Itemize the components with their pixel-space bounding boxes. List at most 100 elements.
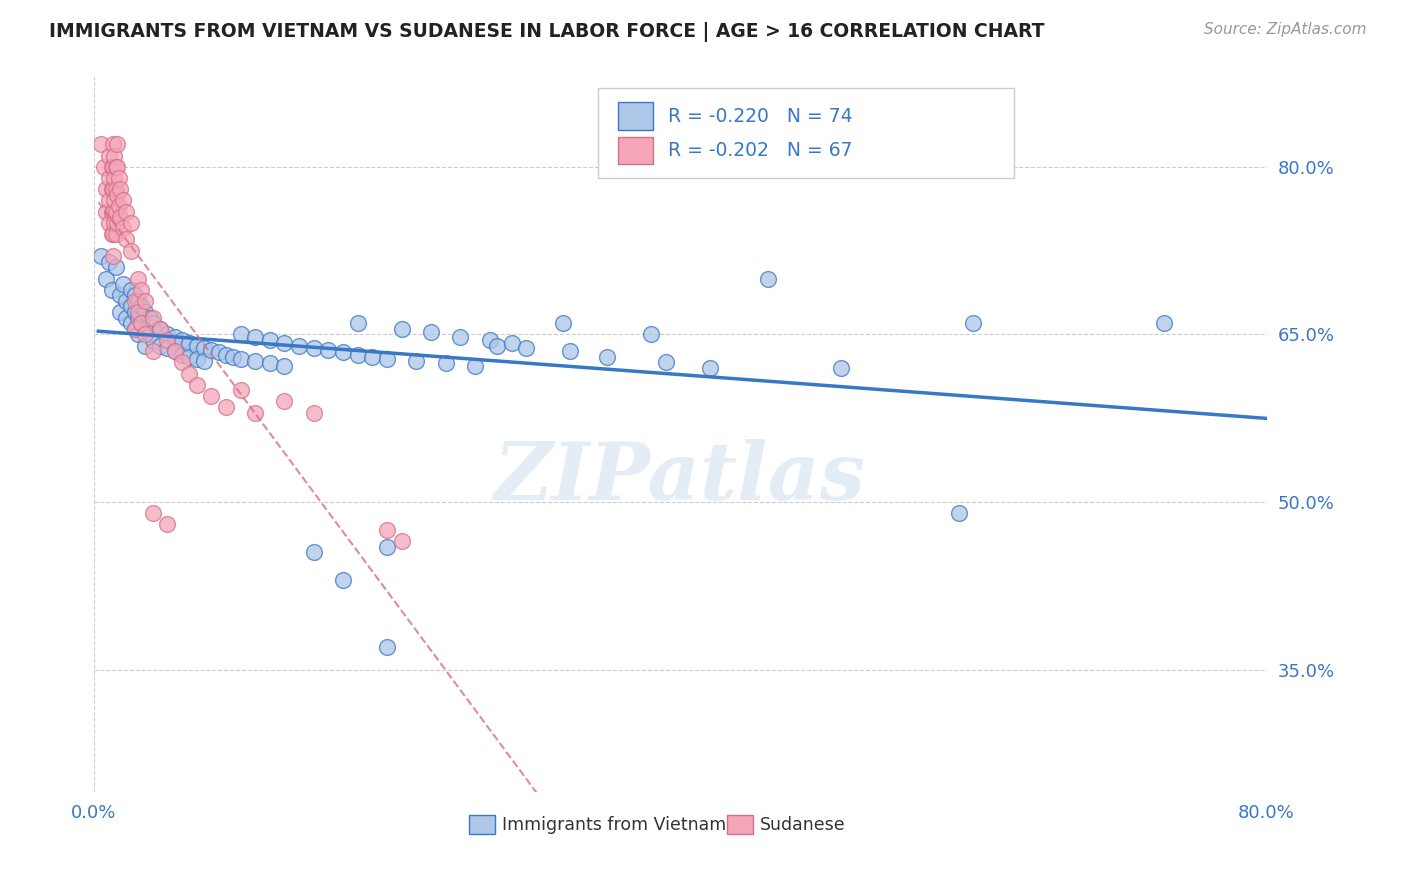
Point [229, 327, 252, 342]
Point [120, 216, 142, 230]
Point [962, 316, 984, 330]
Point [94, 204, 117, 219]
Bar [470, 815, 495, 834]
Point [97, 194, 120, 208]
Point [105, 137, 128, 152]
Point [93, 160, 115, 174]
Point [97, 171, 120, 186]
Point [101, 182, 124, 196]
Point [434, 356, 457, 370]
Point [375, 523, 398, 537]
Point [103, 148, 125, 162]
Point [142, 333, 165, 347]
Point [149, 338, 172, 352]
Point [186, 377, 208, 392]
Text: Source: ZipAtlas.com: Source: ZipAtlas.com [1204, 22, 1367, 37]
Point [273, 359, 295, 373]
Point [485, 338, 508, 352]
Point [361, 350, 384, 364]
Point [110, 210, 132, 224]
Point [654, 355, 676, 369]
Point [346, 347, 368, 361]
Point [94, 271, 117, 285]
Point [104, 182, 127, 196]
Point [156, 341, 179, 355]
Point [273, 336, 295, 351]
Point [405, 354, 427, 368]
Point [127, 305, 149, 319]
Point [110, 288, 132, 302]
Point [259, 333, 281, 347]
Text: Immigrants from Vietnam: Immigrants from Vietnam [502, 815, 727, 834]
Point [104, 204, 127, 219]
Point [375, 351, 398, 366]
Point [124, 322, 146, 336]
Point [127, 271, 149, 285]
Point [101, 227, 124, 241]
Point [149, 322, 172, 336]
Point [229, 351, 252, 366]
Point [215, 400, 238, 414]
Bar [619, 136, 654, 164]
Point [97, 216, 120, 230]
Point [259, 356, 281, 370]
Point [391, 322, 413, 336]
Point [105, 216, 128, 230]
Point [501, 336, 523, 351]
Point [273, 394, 295, 409]
Point [142, 506, 165, 520]
Point [108, 171, 131, 186]
Point [207, 345, 229, 359]
Point [105, 160, 128, 174]
Point [124, 322, 146, 336]
Point [478, 333, 501, 347]
Point [120, 316, 142, 330]
Point [100, 160, 122, 174]
Point [170, 333, 193, 347]
Point [138, 327, 160, 342]
Point [138, 310, 160, 325]
Point [179, 367, 201, 381]
Point [756, 271, 779, 285]
Point [243, 354, 266, 368]
Point [229, 384, 252, 398]
Text: IMMIGRANTS FROM VIETNAM VS SUDANESE IN LABOR FORCE | AGE > 16 CORRELATION CHART: IMMIGRANTS FROM VIETNAM VS SUDANESE IN L… [49, 22, 1045, 42]
Point [124, 305, 146, 319]
Point [163, 329, 186, 343]
Point [134, 293, 156, 308]
Point [948, 506, 970, 520]
Point [124, 293, 146, 308]
Point [170, 355, 193, 369]
Point [551, 316, 574, 330]
Point [243, 329, 266, 343]
Point [112, 194, 135, 208]
Point [375, 640, 398, 655]
Point [112, 277, 135, 292]
Point [127, 327, 149, 342]
Point [375, 540, 398, 554]
Point [186, 351, 208, 366]
Point [515, 341, 537, 355]
Point [200, 343, 222, 357]
Point [134, 327, 156, 342]
Point [699, 360, 721, 375]
Point [302, 406, 325, 420]
Point [90, 249, 112, 263]
Point [156, 333, 179, 347]
Point [156, 517, 179, 532]
Point [101, 160, 124, 174]
Point [101, 137, 124, 152]
Point [110, 305, 132, 319]
Point [142, 316, 165, 330]
Point [1153, 316, 1175, 330]
Point [149, 322, 172, 336]
Point [120, 283, 142, 297]
Point [129, 300, 152, 314]
Point [100, 227, 122, 241]
Point [830, 360, 852, 375]
Text: ZIPatlas: ZIPatlas [494, 439, 866, 516]
Point [332, 573, 354, 587]
Point [596, 350, 619, 364]
Point [134, 338, 156, 352]
Point [129, 283, 152, 297]
